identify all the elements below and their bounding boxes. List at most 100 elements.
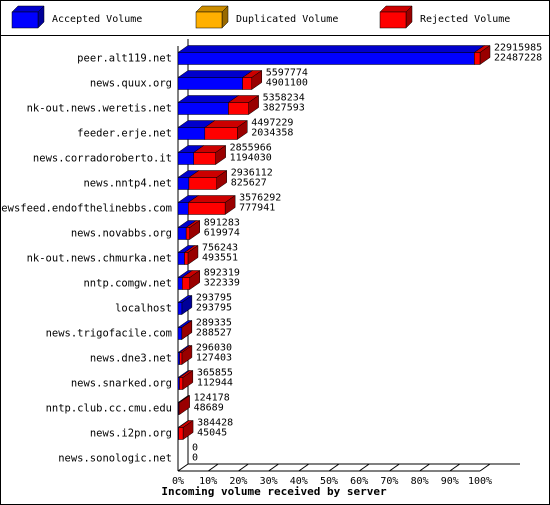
y-tick-label: nk-out.news.chmurka.net bbox=[27, 253, 172, 265]
y-tick-label: news.dne3.net bbox=[90, 353, 172, 365]
y-tick-label: news.novabbs.org bbox=[71, 228, 172, 240]
value-label: 619974 bbox=[204, 228, 240, 239]
tick-mark bbox=[419, 463, 430, 472]
value-label: 4901100 bbox=[266, 78, 308, 89]
tick-mark bbox=[238, 463, 249, 472]
bar bbox=[177, 177, 190, 190]
bar bbox=[188, 177, 217, 190]
value-label: 322339 bbox=[204, 278, 240, 289]
total-label: 891283 bbox=[204, 218, 240, 229]
value-label: 22487228 bbox=[494, 53, 542, 64]
bar-top bbox=[177, 70, 254, 78]
x-axis-label: Incoming volume received by server bbox=[161, 485, 387, 498]
total-label: 892319 bbox=[204, 268, 240, 279]
x-tick-label: 80% bbox=[411, 476, 429, 487]
x-tick-label: 30% bbox=[260, 476, 278, 487]
y-tick-label: news.i2pn.org bbox=[90, 428, 172, 440]
total-label: 365855 bbox=[197, 368, 233, 379]
bar bbox=[178, 427, 184, 440]
x-tick-label: 0% bbox=[172, 476, 184, 487]
tick-mark bbox=[268, 463, 279, 472]
total-label: 5597774 bbox=[266, 68, 308, 79]
bar bbox=[204, 127, 238, 140]
tick-mark bbox=[358, 463, 370, 472]
bar bbox=[177, 252, 185, 265]
total-label: 384428 bbox=[197, 418, 233, 429]
value-label: 112944 bbox=[197, 378, 233, 389]
value-label: 288527 bbox=[196, 328, 232, 339]
bar bbox=[193, 152, 216, 165]
bar bbox=[177, 352, 180, 365]
total-label: 0 bbox=[192, 443, 198, 454]
bar bbox=[188, 202, 226, 215]
value-label: 825627 bbox=[231, 178, 267, 189]
value-label: 493551 bbox=[202, 253, 238, 264]
total-label: 293795 bbox=[196, 293, 232, 304]
y-tick-label: nk-out.news.weretis.net bbox=[27, 103, 172, 115]
value-label: 2034358 bbox=[251, 128, 293, 139]
x-tick-label: 100% bbox=[468, 476, 492, 487]
bar bbox=[177, 277, 183, 290]
total-label: 124178 bbox=[194, 393, 230, 404]
y-tick-label: nntp.club.cc.cmu.edu bbox=[46, 403, 172, 415]
y-tick-label: news.nntp4.net bbox=[83, 178, 172, 190]
bar bbox=[181, 277, 191, 290]
value-label: 0 bbox=[192, 453, 198, 464]
legend-label: Duplicated Volume bbox=[236, 14, 338, 25]
bar bbox=[177, 202, 189, 215]
total-label: 5358234 bbox=[263, 93, 305, 104]
bar bbox=[179, 377, 184, 390]
bar bbox=[177, 102, 229, 115]
bar bbox=[474, 52, 481, 65]
value-label: 1194030 bbox=[230, 153, 272, 164]
bar bbox=[177, 227, 187, 240]
total-label: 2855966 bbox=[230, 143, 272, 154]
total-label: 22915985 bbox=[494, 43, 542, 54]
legend-swatch bbox=[195, 11, 223, 29]
legend-label: Rejected Volume bbox=[420, 14, 510, 25]
y-tick-label: nntp.comgw.net bbox=[83, 278, 172, 290]
y-tick-label: news.sonologic.net bbox=[58, 453, 172, 465]
x-tick-label: 60% bbox=[350, 476, 368, 487]
tick-mark bbox=[177, 463, 189, 472]
x-tick-label: 90% bbox=[441, 476, 459, 487]
bar bbox=[177, 127, 206, 140]
legend-swatch bbox=[11, 11, 39, 29]
bar bbox=[228, 102, 249, 115]
y-tick-label: news.quux.org bbox=[90, 78, 172, 90]
bar bbox=[177, 302, 183, 315]
y-tick-label: peer.alt119.net bbox=[77, 53, 172, 65]
bar-top bbox=[177, 95, 240, 103]
bar bbox=[177, 77, 243, 90]
bar bbox=[185, 227, 190, 240]
value-label: 293795 bbox=[196, 303, 232, 314]
total-label: 2936112 bbox=[231, 168, 273, 179]
bar bbox=[177, 152, 194, 165]
total-label: 3576292 bbox=[239, 193, 281, 204]
y-tick-label: news.trigofacile.com bbox=[46, 328, 172, 340]
total-label: 296030 bbox=[196, 343, 232, 354]
bar bbox=[184, 252, 189, 265]
bar bbox=[177, 327, 183, 340]
x-tick-label: 50% bbox=[320, 476, 338, 487]
y-tick-label: newsfeed.endofthelinebbs.com bbox=[0, 203, 172, 215]
bar bbox=[179, 352, 183, 365]
y-tick-label: news.corradoroberto.it bbox=[33, 153, 172, 165]
y-tick-label: localhost bbox=[115, 303, 172, 315]
tick-mark bbox=[449, 463, 461, 472]
tick-mark bbox=[298, 463, 310, 472]
legend-label: Accepted Volume bbox=[52, 14, 142, 25]
value-label: 45045 bbox=[197, 428, 227, 439]
tick-mark bbox=[328, 463, 340, 472]
x-tick-label: 20% bbox=[229, 476, 247, 487]
bar bbox=[242, 77, 253, 90]
x-tick-label: 70% bbox=[380, 476, 398, 487]
tick-mark bbox=[207, 463, 219, 472]
value-label: 3827593 bbox=[263, 103, 305, 114]
bar bbox=[178, 402, 180, 415]
total-label: 756243 bbox=[202, 243, 238, 254]
bar-top bbox=[177, 45, 486, 53]
value-label: 48689 bbox=[194, 403, 224, 414]
